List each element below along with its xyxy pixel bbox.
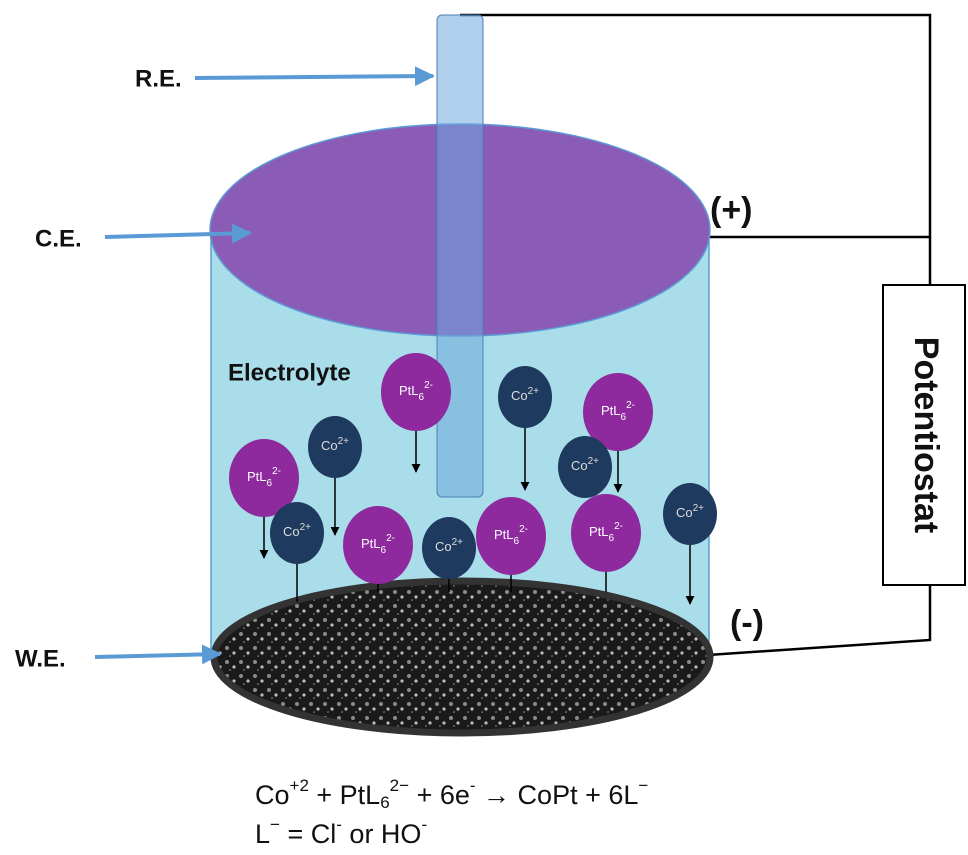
equation-text: L bbox=[255, 819, 270, 849]
ion-sup: 2- bbox=[519, 524, 528, 535]
equation-text: + PtL bbox=[309, 780, 380, 810]
ion-sup: 2+ bbox=[300, 522, 312, 533]
re-label: R.E. bbox=[135, 65, 182, 92]
ion-formula: Co bbox=[321, 438, 338, 453]
ion-sub: 6 bbox=[381, 545, 387, 556]
ion-sup: 2- bbox=[424, 380, 433, 391]
minus-label: (-) bbox=[730, 604, 764, 642]
ion-sup: 2+ bbox=[528, 386, 540, 397]
ion-sup: 2+ bbox=[338, 436, 350, 447]
ion-sup: 2- bbox=[614, 521, 623, 532]
we-label: W.E. bbox=[15, 645, 66, 672]
equation-line: L− = Cl- or HO- bbox=[255, 815, 427, 849]
ion-formula: Co bbox=[676, 505, 693, 520]
diagram: Potentiostat Electrolyte PtL62-Co2+PtL62… bbox=[0, 0, 968, 850]
ion-sup: 2+ bbox=[693, 503, 705, 514]
ion-sup: 2+ bbox=[588, 456, 600, 467]
working-electrode bbox=[214, 581, 710, 733]
reference-electrode bbox=[437, 15, 483, 497]
equation-text: = Cl bbox=[280, 819, 336, 849]
equation-sup: +2 bbox=[290, 776, 309, 795]
ion-formula: PtL bbox=[589, 524, 609, 539]
equation-line: Co+2 + PtL62− + 6e- → CoPt + 6L− bbox=[255, 776, 648, 812]
ion-sup: 2+ bbox=[452, 537, 464, 548]
ion-formula: PtL bbox=[361, 536, 381, 551]
ion-formula: Co bbox=[435, 539, 452, 554]
equation-sub: 6 bbox=[380, 793, 389, 812]
ion-formula: Co bbox=[511, 388, 528, 403]
ion-sup: 2- bbox=[626, 400, 635, 411]
ion-sub: 6 bbox=[609, 533, 615, 544]
ion-formula: PtL bbox=[494, 527, 514, 542]
ion-formula: PtL bbox=[399, 383, 419, 398]
equation-sup: 2− bbox=[390, 776, 409, 795]
equation-sup: - bbox=[421, 815, 427, 834]
ce-label: C.E. bbox=[35, 225, 82, 252]
plus-label: (+) bbox=[710, 191, 753, 229]
ion-sub: 6 bbox=[267, 478, 273, 489]
equation-text: Co bbox=[255, 780, 290, 810]
electrolyte-label: Electrolyte bbox=[228, 359, 351, 386]
equation-text: → CoPt + 6L bbox=[476, 780, 639, 810]
ion-sup: 2- bbox=[272, 466, 281, 477]
ion-sub: 6 bbox=[621, 412, 627, 423]
equation-sup: − bbox=[270, 815, 280, 834]
ion-formula: PtL bbox=[601, 403, 621, 418]
ion-sub: 6 bbox=[419, 392, 425, 403]
equation-text: or HO bbox=[342, 819, 422, 849]
equation-text: + 6e bbox=[409, 780, 470, 810]
device-label: Potentiostat bbox=[907, 337, 945, 533]
ion-formula: Co bbox=[283, 524, 300, 539]
ion-formula: PtL bbox=[247, 469, 267, 484]
pointer bbox=[195, 76, 433, 78]
pointer bbox=[95, 654, 220, 657]
equation-sup: − bbox=[638, 776, 648, 795]
ion-sup: 2- bbox=[386, 533, 395, 544]
ion-formula: Co bbox=[571, 458, 588, 473]
ion-sub: 6 bbox=[514, 536, 520, 547]
